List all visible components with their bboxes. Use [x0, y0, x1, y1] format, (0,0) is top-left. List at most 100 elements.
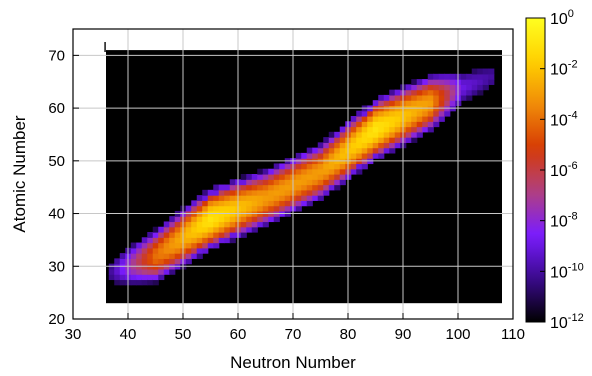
heatmap-cell — [361, 152, 368, 159]
heatmap-cell — [317, 163, 324, 170]
heatmap-cell — [196, 226, 203, 233]
heatmap-cell — [312, 163, 319, 170]
colorbar-tick-label: 100 — [550, 8, 574, 28]
heatmap-cell — [213, 232, 220, 238]
heatmap-cell — [147, 237, 154, 244]
heatmap-cell — [229, 200, 236, 207]
heatmap-cell — [141, 279, 148, 286]
heatmap-cell — [196, 200, 203, 207]
heatmap-cell — [240, 184, 247, 191]
x-tick-label: 40 — [120, 326, 137, 343]
heatmap-cell — [196, 253, 203, 259]
heatmap-cell — [301, 168, 308, 175]
heatmap-cell — [328, 142, 335, 149]
heatmap-cell — [361, 147, 368, 154]
heatmap-cell — [169, 247, 176, 254]
heatmap-cell — [163, 268, 170, 275]
heatmap-cell — [246, 216, 253, 223]
heatmap-cell — [114, 279, 121, 286]
heatmap-cell — [207, 216, 214, 223]
heatmap-cell — [383, 142, 390, 149]
heatmap-cell — [295, 195, 302, 201]
heatmap-cell — [246, 179, 253, 186]
heatmap-cell — [163, 258, 170, 265]
heatmap-cell — [152, 242, 159, 249]
x-tick-label: 90 — [395, 326, 412, 343]
heatmap-cell — [383, 131, 390, 138]
heatmap-cell — [246, 184, 253, 191]
heatmap-cell — [471, 79, 478, 85]
heatmap-cell — [152, 237, 159, 244]
heatmap-cell — [317, 168, 324, 175]
heatmap-cell — [367, 131, 374, 138]
heatmap-cell — [224, 189, 231, 196]
heatmap-cell — [295, 200, 302, 207]
heatmap-cell — [295, 168, 302, 175]
heatmap-cell — [422, 110, 429, 117]
heatmap-cell — [141, 268, 148, 275]
heatmap-cell — [218, 216, 225, 223]
heatmap-cell — [141, 242, 148, 249]
heatmap-cell — [482, 73, 489, 80]
grid — [73, 29, 513, 319]
colorbar-tick-label: 10-6 — [550, 160, 578, 180]
heatmap-cell — [427, 79, 434, 85]
heatmap-cell — [257, 195, 264, 201]
heatmap-cell — [163, 232, 170, 238]
heatmap-cell — [422, 126, 429, 133]
heatmap-cell — [163, 226, 170, 233]
x-tick-label: 70 — [285, 326, 302, 343]
heatmap-cell — [246, 195, 253, 201]
heatmap-cell — [185, 253, 192, 259]
heatmap-cell — [257, 168, 264, 175]
heatmap-cell — [394, 142, 401, 149]
heatmap-cell — [405, 89, 412, 96]
heatmap-cell — [114, 258, 121, 265]
heatmap-cell — [328, 147, 335, 154]
heatmap-cell — [438, 94, 445, 101]
heatmap-cell — [152, 226, 159, 233]
heatmap-cell — [196, 237, 203, 244]
heatmap-cell — [185, 242, 192, 249]
heatmap-cell — [251, 195, 258, 201]
heatmap-cell — [279, 189, 286, 196]
heatmap-cell — [433, 116, 440, 122]
heatmap-cell — [202, 237, 209, 244]
heatmap-cell — [251, 221, 258, 228]
x-tick-label: 100 — [445, 326, 470, 343]
heatmap-cell — [389, 100, 396, 107]
heatmap-cell — [240, 195, 247, 201]
heatmap-cell — [389, 131, 396, 138]
heatmap-cell — [466, 84, 473, 91]
heatmap-cell — [268, 205, 275, 212]
heatmap-cell — [372, 100, 379, 107]
heatmap-cell — [389, 147, 396, 154]
heatmap-cell — [218, 226, 225, 233]
heatmap-cell — [317, 147, 324, 154]
heatmap-cell — [350, 147, 357, 154]
heatmap-cell — [213, 221, 220, 228]
heatmap-cell — [130, 258, 137, 265]
heatmap-cell — [477, 79, 484, 85]
heatmap-cell — [229, 221, 236, 228]
heatmap-cell — [411, 110, 418, 117]
heatmap-cell — [367, 147, 374, 154]
heatmap-cell — [279, 200, 286, 207]
heatmap-cell — [312, 184, 319, 191]
heatmap-cell — [147, 258, 154, 265]
heatmap-cell — [312, 168, 319, 175]
heatmap-cell — [339, 168, 346, 175]
heatmap-cell — [224, 195, 231, 201]
heatmap-cell — [378, 147, 385, 154]
heatmap-cell — [306, 163, 313, 170]
heatmap-cell — [185, 232, 192, 238]
heatmap-cell — [367, 121, 374, 128]
heatmap-cell — [295, 152, 302, 159]
heatmap-cell — [152, 253, 159, 259]
heatmap-cell — [389, 110, 396, 117]
heatmap-cell — [224, 237, 231, 244]
heatmap-cell — [334, 147, 341, 154]
heatmap-cell — [411, 116, 418, 122]
heatmap-cell — [405, 137, 412, 143]
colorbar-ticks: 100 10-2 10-4 10-6 10-8 10-10 10-12 — [540, 8, 584, 332]
